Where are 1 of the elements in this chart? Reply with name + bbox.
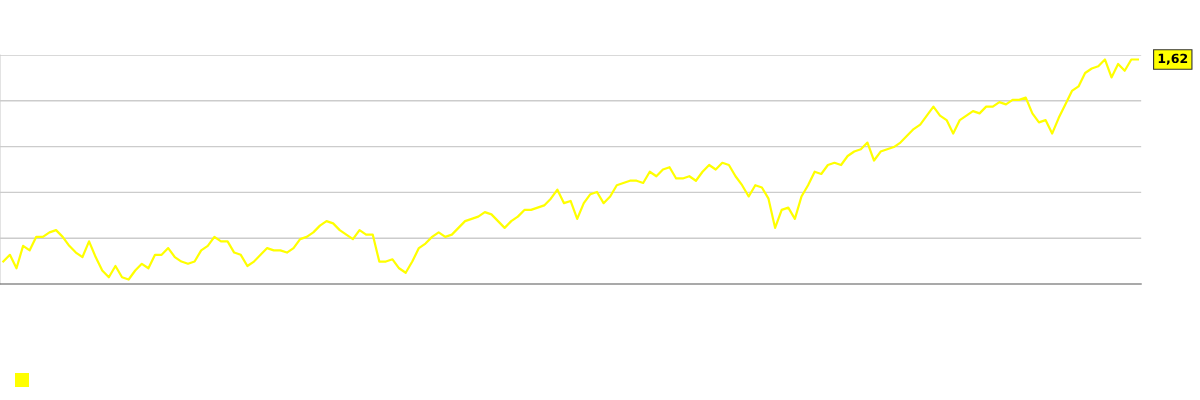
text: 1,62 <box>1158 53 1188 65</box>
